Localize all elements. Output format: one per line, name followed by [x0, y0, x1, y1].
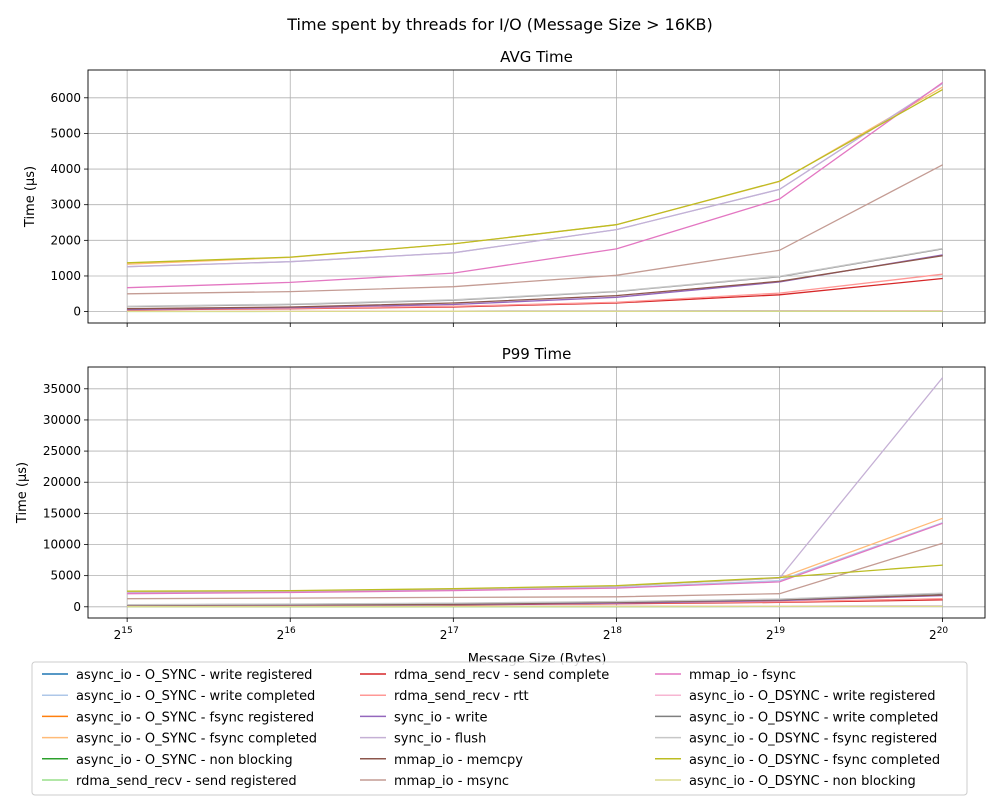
legend-entry: async_io - O_SYNC - non blocking: [76, 753, 293, 768]
series-line: [127, 255, 943, 310]
y-tick-label: 0: [73, 305, 81, 319]
x-tick-label: 216: [277, 626, 296, 642]
legend-entry: async_io - O_DSYNC - fsync completed: [689, 753, 940, 768]
axes-frame: [87, 69, 986, 324]
legend-entry: mmap_io - fsync: [689, 668, 796, 683]
x-tick-exponent: 18: [611, 626, 623, 636]
y-tick-label: 35000: [43, 382, 81, 396]
figure-title: Time spent by threads for I/O (Message S…: [286, 15, 712, 34]
legend-entry: async_io - O_DSYNC - non blocking: [689, 774, 916, 789]
legend-entry: sync_io - flush: [394, 732, 486, 747]
x-tick-exponent: 19: [774, 626, 786, 636]
y-tick-label: 1000: [50, 269, 81, 283]
x-tick-label: 217: [440, 626, 459, 642]
y-axis-label: Time (µs): [15, 462, 30, 524]
y-tick-label: 0: [73, 600, 81, 614]
y-tick-label: 30000: [43, 413, 81, 427]
x-tick-label: 218: [603, 626, 622, 642]
legend-entry: async_io - O_SYNC - write registered: [76, 668, 312, 683]
series-line: [127, 542, 943, 600]
y-tick-label: 4000: [50, 162, 81, 176]
series-line: [127, 89, 943, 264]
x-tick-label: 220: [929, 626, 948, 642]
series-line: [127, 248, 943, 308]
legend-entry: rdma_send_recv - send complete: [394, 668, 609, 683]
y-axis-label: Time (µs): [23, 166, 38, 228]
subplot-title: P99 Time: [502, 345, 572, 363]
legend-entry: async_io - O_SYNC - write completed: [76, 689, 315, 704]
x-tick-exponent: 20: [937, 626, 949, 636]
y-tick-label: 10000: [43, 538, 81, 552]
avg-time-subplot: 0 1000 2000 3000 4000 5000 6000 AVG Time Time (µ…: [23, 48, 986, 327]
y-tick-label: 3000: [50, 198, 81, 212]
series-line: [127, 164, 943, 295]
legend-entry: rdma_send_recv - rtt: [394, 689, 529, 704]
series-line: [127, 86, 943, 265]
y-tick-label: 2000: [50, 233, 81, 247]
series-line: [127, 522, 943, 595]
series-line: [127, 564, 943, 592]
y-tick-label: 6000: [50, 91, 81, 105]
legend-entry: async_io - O_DSYNC - fsync registered: [689, 732, 937, 747]
legend-entry: mmap_io - msync: [394, 774, 509, 789]
x-tick-label: 219: [766, 626, 785, 642]
legend-entry: mmap_io - memcpy: [394, 753, 523, 768]
x-tick-exponent: 16: [284, 626, 296, 636]
series-line: [127, 82, 943, 268]
legend-entry: async_io - O_SYNC - fsync registered: [76, 710, 314, 725]
legend-entry: async_io - O_DSYNC - write registered: [689, 689, 935, 704]
series-line: [127, 592, 943, 606]
series-line: [127, 247, 943, 307]
legend-entry: rdma_send_recv - send registered: [76, 774, 297, 789]
series-line: [127, 522, 943, 594]
legend-entry: async_io - O_SYNC - fsync completed: [76, 732, 317, 747]
y-tick-label: 5000: [50, 126, 81, 140]
subplot-title: AVG Time: [500, 48, 573, 66]
x-tick-label: 215: [114, 626, 133, 642]
series-line: [127, 82, 943, 268]
legend-entry: sync_io - write: [394, 710, 488, 725]
series-line: [127, 377, 944, 594]
y-tick-label: 15000: [43, 506, 81, 520]
series-line: [127, 594, 943, 607]
x-tick-exponent: 17: [447, 626, 458, 636]
series-line: [127, 81, 943, 289]
p99-time-subplot: 215 216 217 218 219 220 0 5000 10000 15000 20000 25…: [15, 345, 986, 642]
x-tick-exponent: 15: [121, 626, 132, 636]
axes-frame: [87, 366, 986, 619]
legend-frame: [31, 661, 968, 796]
legend: async_io - O_SYNC - write registered asyn…: [31, 661, 968, 796]
legend-entry: async_io - O_DSYNC - write completed: [689, 710, 938, 725]
y-tick-label: 25000: [43, 444, 81, 458]
y-tick-label: 5000: [50, 569, 81, 583]
y-tick-label: 20000: [43, 475, 81, 489]
